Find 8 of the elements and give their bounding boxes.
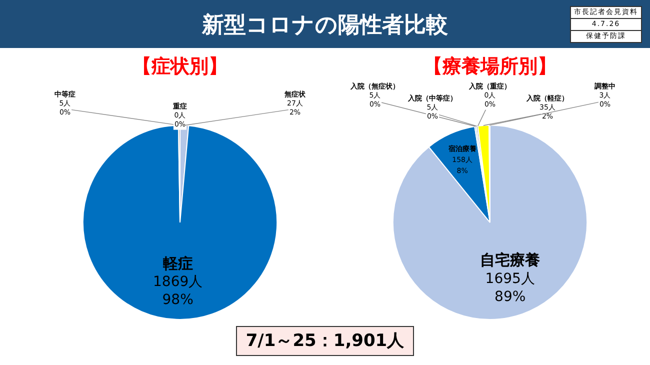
slice-label: 自宅療養 [480,251,540,270]
text: 新型コロナの陽性者比較 [202,13,448,38]
text: 7/1～25：1,901人 [236,326,414,356]
data-label: 1869人 98% [152,274,203,308]
chart-title: 【症状別】 [132,55,228,78]
slice-label: 軽症 [162,254,193,272]
data-label: 1695人 89% [485,270,535,305]
chart-title: 【療養場所別】 [424,55,556,78]
